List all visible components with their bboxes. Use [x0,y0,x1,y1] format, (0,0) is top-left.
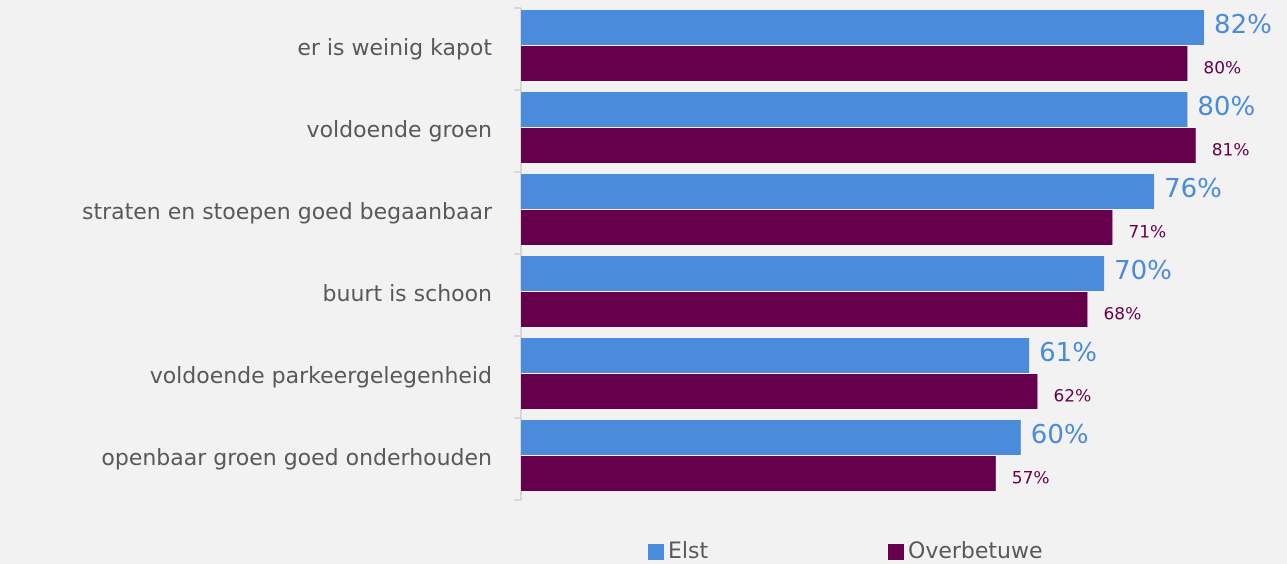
legend-swatch [648,544,664,560]
legend-label: Elst [668,539,708,564]
data-label: 71% [1128,223,1166,243]
bar [521,456,996,491]
bar [521,46,1188,81]
data-label: 68% [1103,305,1141,325]
bar [521,338,1030,373]
y-tick-label: voldoende parkeergelegenheid [150,364,492,389]
data-label: 82% [1214,10,1272,40]
data-label: 62% [1053,387,1091,407]
y-tick-label: straten en stoepen goed begaanbaar [82,200,493,225]
bar [521,92,1188,127]
data-label: 60% [1031,420,1089,450]
y-tick-label: er is weinig kapot [297,36,492,61]
bar [521,174,1155,209]
legend-label: Overbetuwe [908,539,1043,564]
bar [521,128,1196,163]
bar [521,292,1088,327]
data-label: 76% [1164,174,1222,204]
y-tick-label: openbaar groen goed onderhouden [101,446,492,471]
bar [521,420,1021,455]
y-tick-label: buurt is schoon [323,282,492,307]
bar [521,256,1105,291]
y-tick-label: voldoende groen [307,118,492,143]
data-label: 70% [1114,256,1172,286]
legend-swatch [888,544,904,560]
data-label: 61% [1039,338,1097,368]
data-label: 80% [1197,92,1255,122]
data-label: 57% [1012,469,1050,489]
bar [521,210,1113,245]
data-label: 80% [1203,59,1241,79]
data-label: 81% [1212,141,1250,161]
bar [521,10,1205,45]
bar [521,374,1038,409]
